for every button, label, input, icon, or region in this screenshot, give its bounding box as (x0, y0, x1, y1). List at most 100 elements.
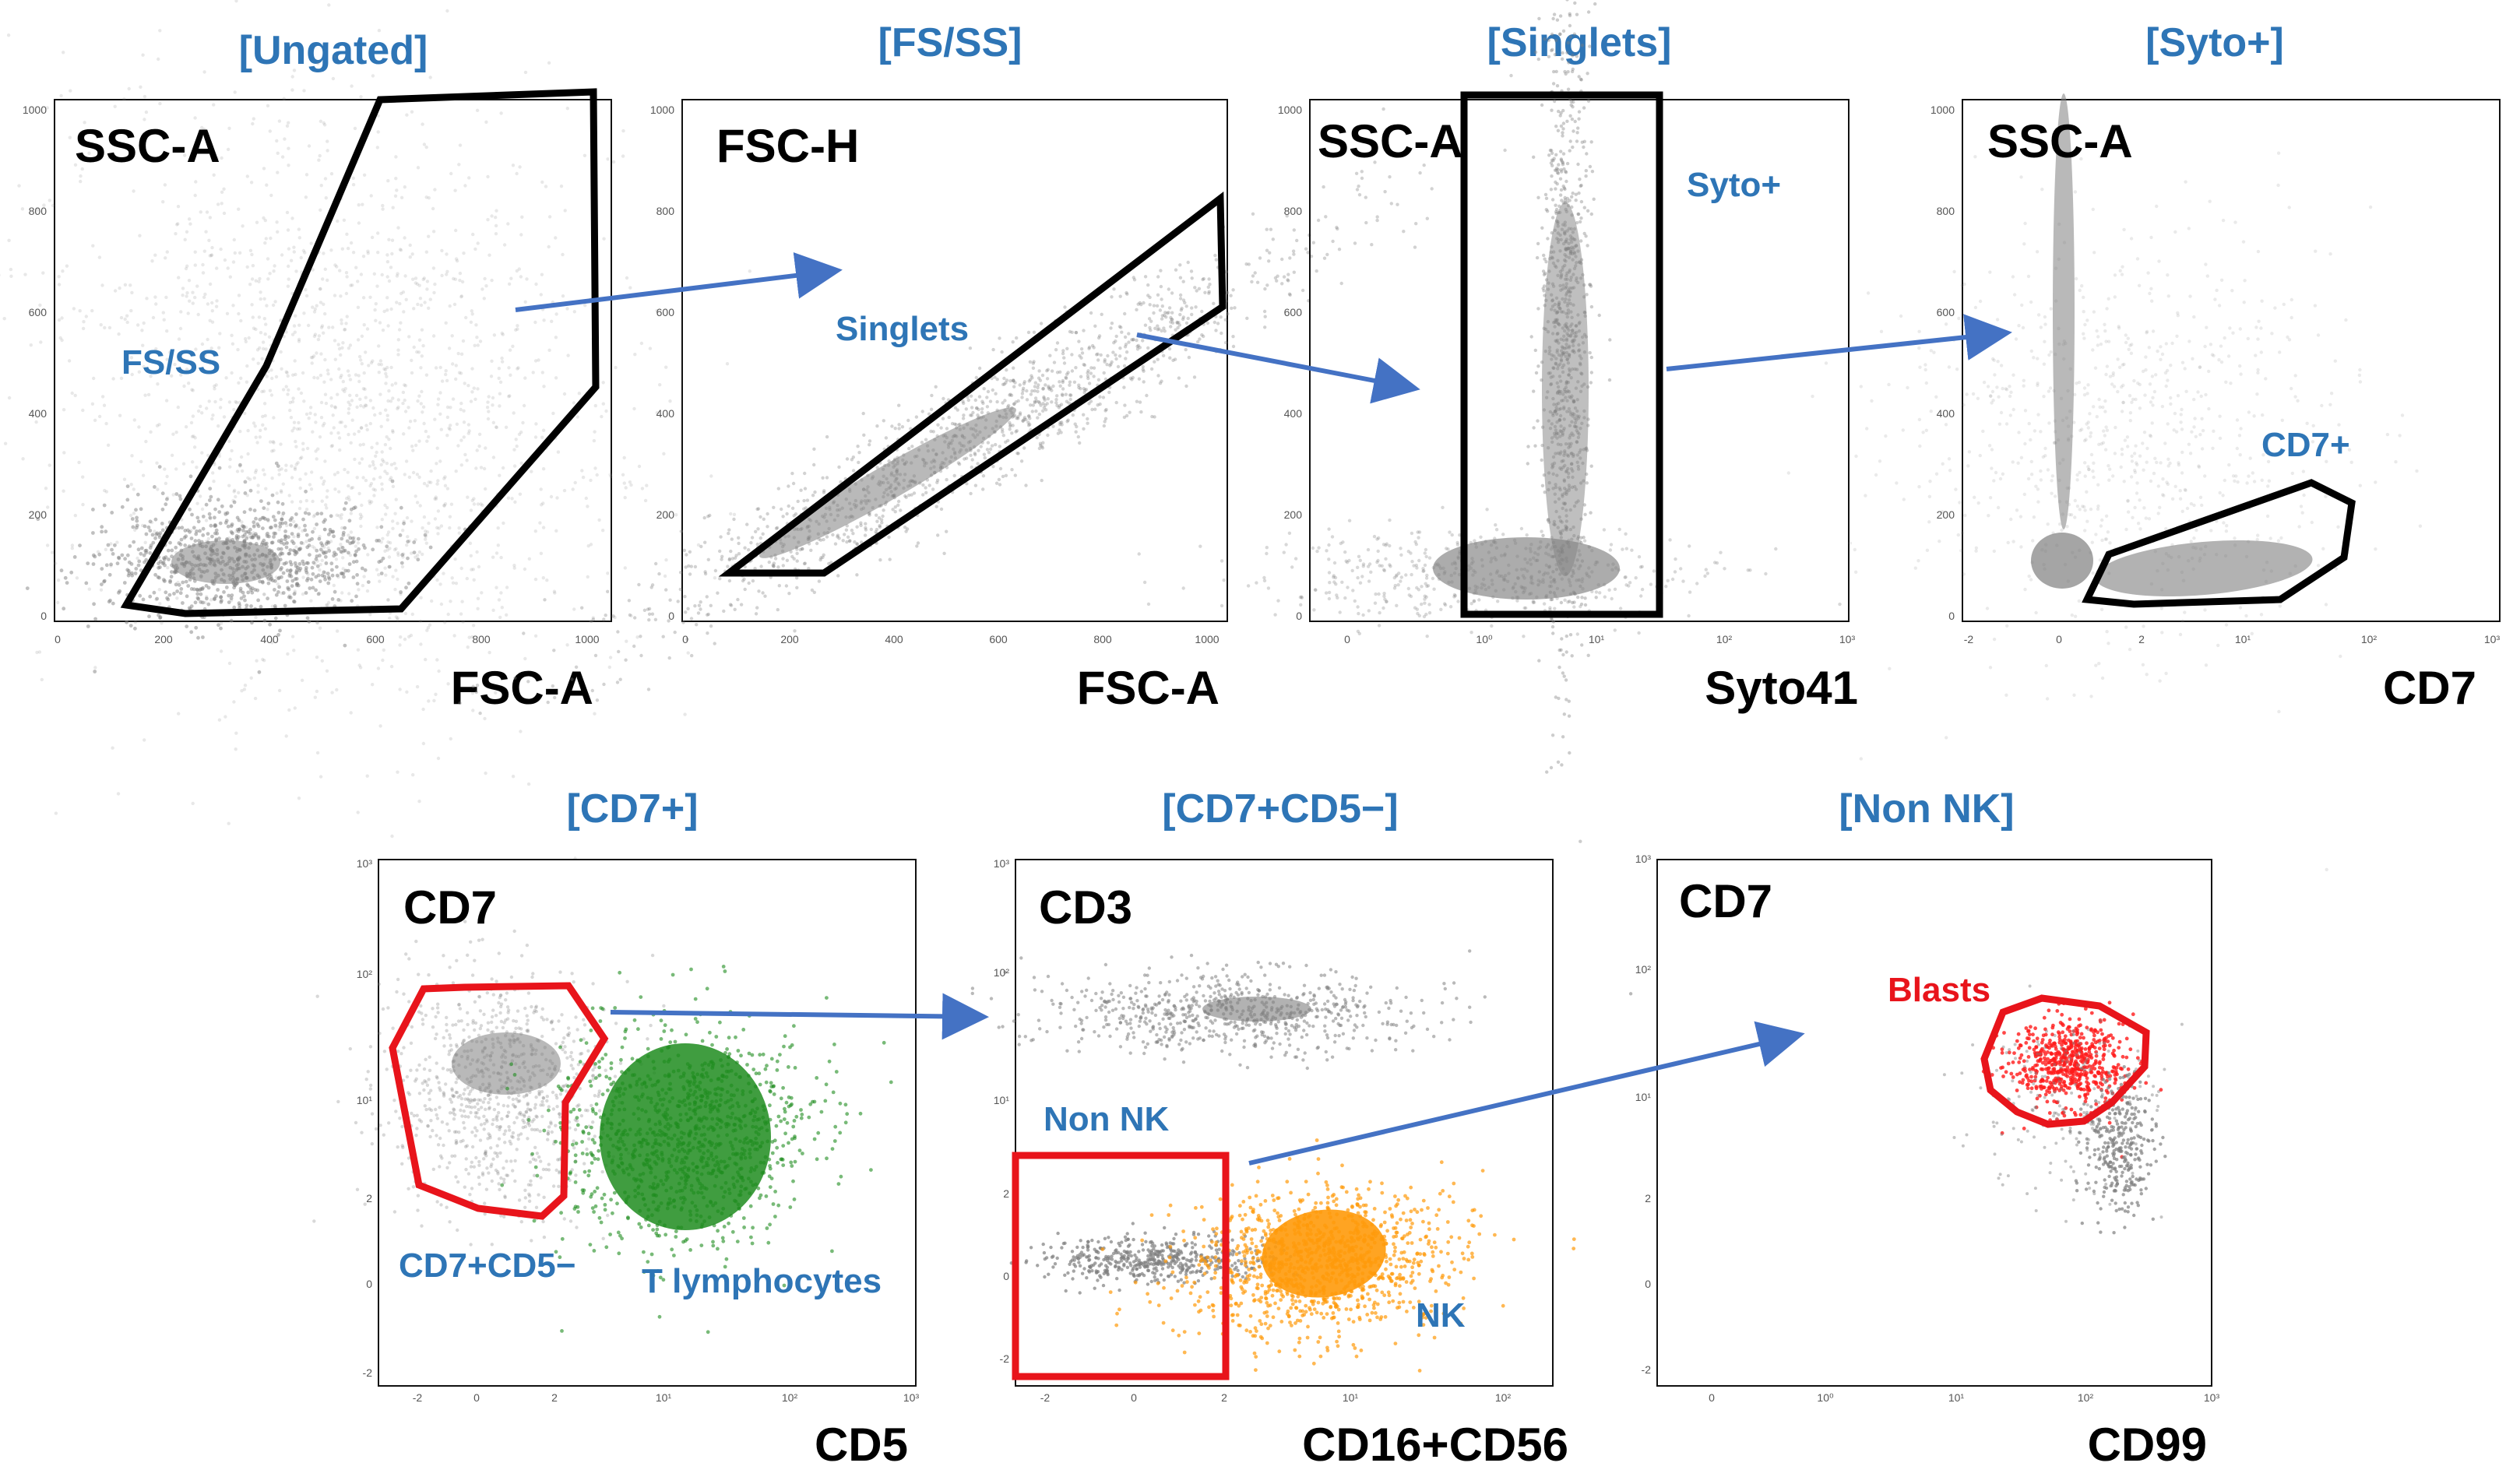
y-tick-label: 2 (1645, 1192, 1651, 1204)
y-tick-labels: 0 200 400 600 800 1000 (23, 104, 47, 622)
panel-title: [Syto+] (2145, 20, 2284, 65)
y-tick-label: 0 (1003, 1270, 1009, 1282)
y-tick-label: 800 (1937, 205, 1955, 217)
panel-title: [FS/SS] (878, 20, 1022, 65)
gate-label-cd7-positive: CD7+ (2261, 426, 2350, 464)
x-tick-label: 10³ (2204, 1391, 2220, 1404)
event-cloud (1786, 93, 2423, 872)
event-cloud (1942, 984, 2184, 1235)
x-axis-label: CD7 (2383, 662, 2476, 714)
x-tick-label: 10⁰ (1476, 633, 1493, 645)
event-cloud (0, 0, 751, 860)
plot-frame (681, 99, 1228, 622)
plot-frame (1309, 99, 1850, 622)
plot-frame (1656, 859, 2212, 1387)
x-axis-label: CD5 (815, 1419, 908, 1471)
gate-blasts (1980, 994, 2150, 1128)
x-tick-label: 0 (1709, 1391, 1715, 1404)
gate-singlets (718, 192, 1227, 577)
y-tick-label: 200 (29, 508, 48, 521)
y-tick-label: 400 (1937, 407, 1955, 420)
gate-syto-positive (1460, 91, 1663, 618)
gate-cd7pos-cd5neg (389, 982, 609, 1220)
y-tick-label: -2 (1642, 1363, 1652, 1376)
plot-frame (1962, 99, 2501, 622)
x-tick-labels: -2 0 2 10¹ 10² (1040, 1391, 1512, 1404)
x-tick-label: 2 (1221, 1391, 1227, 1404)
y-tick-label: 2 (366, 1192, 372, 1204)
y-tick-label: 0 (40, 610, 47, 622)
x-tick-label: 10¹ (1948, 1391, 1965, 1404)
y-tick-label: 800 (1284, 205, 1303, 217)
plot-frame (1015, 859, 1554, 1387)
x-tick-label: 10¹ (1589, 633, 1605, 645)
x-tick-label: 10² (2078, 1391, 2094, 1404)
x-tick-label: 10⁰ (1817, 1391, 1834, 1404)
x-tick-label: 400 (885, 633, 903, 645)
y-tick-label: 200 (1937, 508, 1955, 521)
x-tick-label: 10² (782, 1391, 798, 1404)
panel-title: [Ungated] (239, 28, 428, 73)
y-tick-label: 800 (29, 205, 48, 217)
x-tick-label: 10² (1716, 633, 1733, 645)
y-tick-label: 600 (1937, 306, 1955, 318)
gate-label-non-nk: Non NK (1044, 1100, 1170, 1138)
y-tick-label: 1000 (1931, 104, 1955, 116)
x-tick-labels: -2 0 2 10¹ 10² 10³ (1964, 633, 2501, 645)
y-tick-label: 0 (1948, 610, 1955, 622)
y-tick-label: 2 (1003, 1187, 1009, 1200)
x-tick-label: 10¹ (2235, 633, 2251, 645)
x-tick-label: 0 (2056, 633, 2062, 645)
x-tick-label: 200 (154, 633, 173, 645)
y-tick-label: 10¹ (357, 1094, 373, 1106)
x-tick-label: 1000 (575, 633, 599, 645)
y-axis-label: SSC-A (1987, 115, 2133, 167)
event-cloud (1137, 0, 1842, 843)
y-tick-labels: 0 200 400 600 800 1000 (650, 104, 674, 622)
x-tick-label: 0 (1131, 1391, 1137, 1404)
x-tick-label: -2 (1964, 633, 1974, 645)
y-tick-labels: -2 0 2 10¹ 10² 10³ (357, 857, 373, 1379)
x-tick-label: 10³ (1839, 633, 1856, 645)
x-tick-labels: 0 10⁰ 10¹ 10² 10³ (1344, 633, 1855, 645)
gate-fs-ss (120, 88, 600, 617)
panel-title: [Singlets] (1487, 20, 1672, 65)
x-axis-label: FSC-A (451, 662, 593, 714)
y-tick-label: 400 (656, 407, 675, 420)
y-tick-label: 10¹ (1635, 1091, 1652, 1103)
x-tick-label: 10¹ (1343, 1391, 1359, 1404)
y-axis-label: CD3 (1039, 881, 1132, 934)
panel-non-nk: [Non NK] CD7 CD99 Blasts 0 10⁰ 10¹ 10² 1… (1635, 786, 2220, 1471)
gate-label-blasts: Blasts (1888, 971, 1990, 1009)
y-tick-label: 200 (1284, 508, 1303, 521)
x-tick-label: 0 (473, 1391, 480, 1404)
y-tick-labels: -2 0 2 10¹ 10² 10³ (994, 857, 1010, 1365)
y-tick-label: 10² (357, 968, 373, 980)
x-tick-label: 10² (1495, 1391, 1512, 1404)
y-tick-label: 10³ (1635, 853, 1652, 865)
y-tick-label: 600 (29, 306, 48, 318)
y-tick-label: 0 (668, 610, 674, 622)
gate-label-t-lymphocytes: T lymphocytes (642, 1262, 882, 1300)
panel-fs-ss: [FS/SS] FSC-H FSC-A Singlets 0 200 400 6… (458, 20, 1513, 716)
gate-label-cd7pos-cd5neg: CD7+CD5− (399, 1247, 575, 1285)
y-axis-label: CD7 (403, 881, 497, 934)
y-tick-label: 600 (656, 306, 675, 318)
x-tick-label: 2 (551, 1391, 558, 1404)
y-tick-label: 0 (1645, 1278, 1651, 1290)
gate-non-nk (1012, 1152, 1230, 1380)
y-axis-label: FSC-H (716, 120, 859, 172)
y-tick-labels: 0 200 400 600 800 1000 (1278, 104, 1302, 622)
panel-cd7pos-cd5neg: [CD7+CD5−] CD3 CD16+CD56 Non NK NK -2 0 … (967, 786, 1633, 1471)
y-tick-label: 1000 (650, 104, 674, 116)
gate-label-fs-ss: FS/SS (121, 343, 220, 382)
y-tick-label: 10³ (994, 857, 1010, 870)
y-tick-label: 0 (1296, 610, 1302, 622)
x-tick-labels: 0 200 400 600 800 1000 (682, 633, 1220, 645)
x-tick-labels: -2 0 2 10¹ 10² 10³ (413, 1391, 920, 1404)
panel-singlets: [Singlets] SSC-A Syto41 Syto+ 0 10⁰ 10¹ … (1137, 0, 1858, 843)
y-tick-label: 10² (994, 966, 1010, 979)
panel-ungated: [Ungated] SSC-A FSC-A FS/SS 0 200 400 60… (0, 0, 751, 860)
x-axis-label: CD99 (2088, 1419, 2207, 1471)
